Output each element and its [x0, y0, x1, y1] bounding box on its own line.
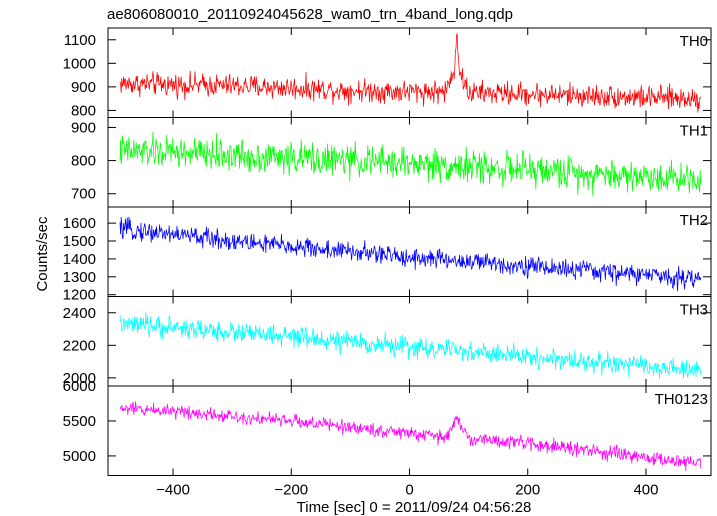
y-tick-label: 6000: [63, 378, 96, 395]
series-line-th1: [119, 131, 702, 197]
x-tick-label: 400: [633, 482, 658, 499]
x-tick-label: −200: [274, 482, 308, 499]
y-tick-label: 5000: [63, 448, 96, 465]
panel-th0: 800 900 1000 1100 TH0: [63, 27, 712, 119]
panel-label: TH0123: [655, 391, 708, 408]
y-tick-label: 5500: [63, 413, 96, 430]
panel-label: TH3: [680, 302, 708, 319]
y-tick-label: 1600: [63, 215, 96, 232]
panel-frame: [107, 206, 712, 297]
panel-label: TH0: [680, 33, 708, 50]
series-line-th2: [119, 216, 702, 292]
y-tick-label: 1400: [63, 251, 96, 268]
y-tick-label: 1300: [63, 269, 96, 286]
chart-title: ae806080010_20110924045628_wam0_trn_4ban…: [107, 6, 513, 23]
y-tick-label: 2200: [63, 337, 96, 354]
panel-th3: 2000 2200 2400 TH3: [63, 296, 712, 387]
panel-th1: 700 800 900 TH1: [71, 117, 712, 208]
x-tick-label: 200: [515, 482, 540, 499]
x-tick-label: −400: [156, 482, 190, 499]
x-tick-label: 0: [405, 482, 413, 499]
y-tick-label: 800: [71, 153, 96, 170]
y-tick-label: 900: [71, 119, 96, 136]
series-line-th0123: [119, 401, 702, 471]
panel-frame: [107, 27, 712, 118]
y-tick-label: 2400: [63, 305, 96, 322]
y-tick-label: 1000: [63, 55, 96, 72]
series-line-th3: [119, 311, 702, 379]
panel-frame: [107, 385, 712, 476]
panel-th0123: 5000 5500 6000 TH0123: [63, 378, 712, 476]
y-tick-label: 700: [71, 186, 96, 203]
x-axis-label: Time [sec] 0 = 2011/09/24 04:56:28: [297, 499, 532, 516]
y-tick-label: 900: [71, 79, 96, 96]
y-tick-label: 1100: [64, 32, 96, 49]
series-line-th0: [119, 33, 702, 113]
y-tick-label: 1500: [63, 233, 96, 250]
panel-frame: [107, 296, 712, 387]
panel-label: TH1: [680, 123, 708, 140]
y-tick-label: 800: [71, 102, 96, 119]
y-tick-label: 2000: [63, 370, 96, 387]
y-axis-label: Counts/sec: [34, 216, 51, 292]
panel-label: TH2: [680, 212, 708, 229]
y-tick-label: 1200: [63, 287, 96, 304]
